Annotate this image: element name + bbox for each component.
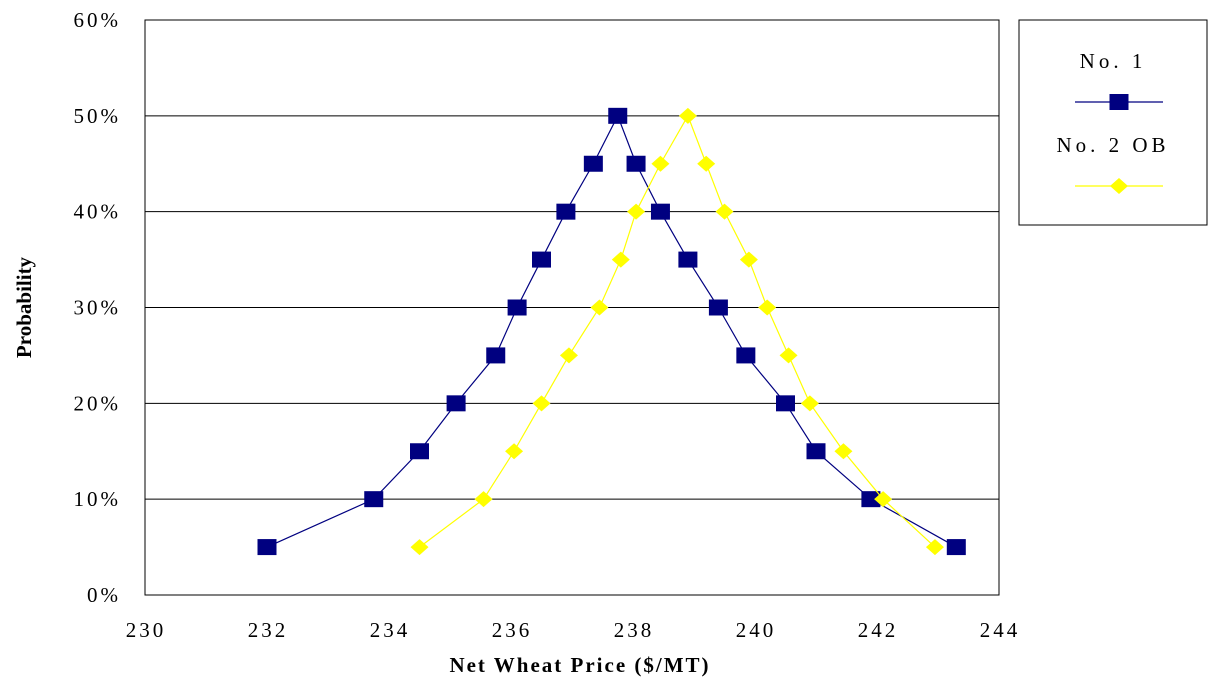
data-point-no-2-ob xyxy=(874,491,893,508)
series-layer xyxy=(257,107,966,556)
data-point-no-1 xyxy=(556,203,576,220)
x-tick-label: 240 xyxy=(736,618,777,642)
data-point-no-1 xyxy=(626,155,646,172)
series-no-1 xyxy=(257,107,966,556)
data-point-no-2-ob xyxy=(715,203,734,220)
data-point-no-1 xyxy=(946,539,966,556)
legend-marker-no-1 xyxy=(1109,94,1129,110)
data-point-no-2-ob xyxy=(559,347,578,364)
data-point-no-1 xyxy=(861,491,881,508)
data-point-no-2-ob xyxy=(651,155,670,172)
data-point-no-1 xyxy=(806,443,826,460)
data-point-no-2-ob xyxy=(697,155,716,172)
x-axis-title: Net Wheat Price ($/MT) xyxy=(449,653,710,677)
legend-label-no-1: No. 1 xyxy=(1080,49,1147,73)
data-point-no-2-ob xyxy=(800,395,819,412)
series-line-no-1 xyxy=(266,114,957,548)
x-tick-label: 232 xyxy=(248,618,289,642)
data-point-no-1 xyxy=(678,251,698,268)
data-point-no-2-ob xyxy=(834,443,853,460)
data-point-no-1 xyxy=(532,251,551,268)
x-tick-labels: 230 232 234 236 238 240 242 244 xyxy=(126,618,1021,642)
data-point-no-2-ob xyxy=(739,251,758,268)
data-point-no-1 xyxy=(446,395,466,412)
x-tick-label: 238 xyxy=(614,618,655,642)
data-point-no-1 xyxy=(486,347,506,364)
data-point-no-2-ob xyxy=(474,491,493,508)
data-point-no-2-ob xyxy=(678,107,697,124)
legend-label-no-2-ob: No. 2 OB xyxy=(1056,133,1169,157)
data-point-no-2-ob xyxy=(590,299,609,316)
series-no-2-ob xyxy=(410,107,944,556)
data-point-no-1 xyxy=(257,539,277,556)
data-point-no-2-ob xyxy=(627,203,646,220)
y-tick-labels: 0% 10% 20% 30% 40% 50% 60% xyxy=(74,8,122,607)
y-tick-label: 30% xyxy=(74,296,122,320)
y-tick-label: 0% xyxy=(87,583,121,607)
legend-marker-no-2-ob xyxy=(1110,178,1128,194)
data-point-no-2-ob xyxy=(410,539,429,556)
legend-box xyxy=(1018,19,1208,226)
y-tick-label: 50% xyxy=(74,104,122,128)
y-tick-label: 20% xyxy=(74,391,122,415)
data-point-no-2-ob xyxy=(532,395,551,412)
data-point-no-1 xyxy=(507,299,527,316)
x-tick-label: 242 xyxy=(858,618,899,642)
y-tick-label: 60% xyxy=(74,8,122,32)
data-point-no-1 xyxy=(736,347,756,364)
data-point-no-1 xyxy=(708,299,728,316)
plot-area xyxy=(144,19,1000,596)
data-point-no-1 xyxy=(776,395,795,412)
series-line-no-2-ob xyxy=(419,114,936,548)
data-point-no-1 xyxy=(364,491,384,508)
x-tick-label: 244 xyxy=(980,618,1021,642)
data-point-no-1 xyxy=(608,107,628,124)
data-point-no-2-ob xyxy=(779,347,798,364)
data-point-no-2-ob xyxy=(758,299,777,316)
data-point-no-2-ob xyxy=(925,539,944,556)
y-tick-label: 10% xyxy=(74,487,122,511)
legend: No. 1 No. 2 OB xyxy=(1018,19,1208,226)
grid-lines xyxy=(145,115,999,500)
y-axis-title: Probability xyxy=(12,256,36,358)
x-tick-label: 236 xyxy=(492,618,533,642)
data-point-no-2-ob xyxy=(505,443,524,460)
data-point-no-1 xyxy=(583,155,603,172)
data-point-no-1 xyxy=(410,443,429,460)
data-point-no-2-ob xyxy=(611,251,630,268)
x-tick-label: 230 xyxy=(126,618,167,642)
x-tick-label: 234 xyxy=(370,618,411,642)
y-tick-label: 40% xyxy=(74,200,122,224)
data-point-no-1 xyxy=(650,203,670,220)
